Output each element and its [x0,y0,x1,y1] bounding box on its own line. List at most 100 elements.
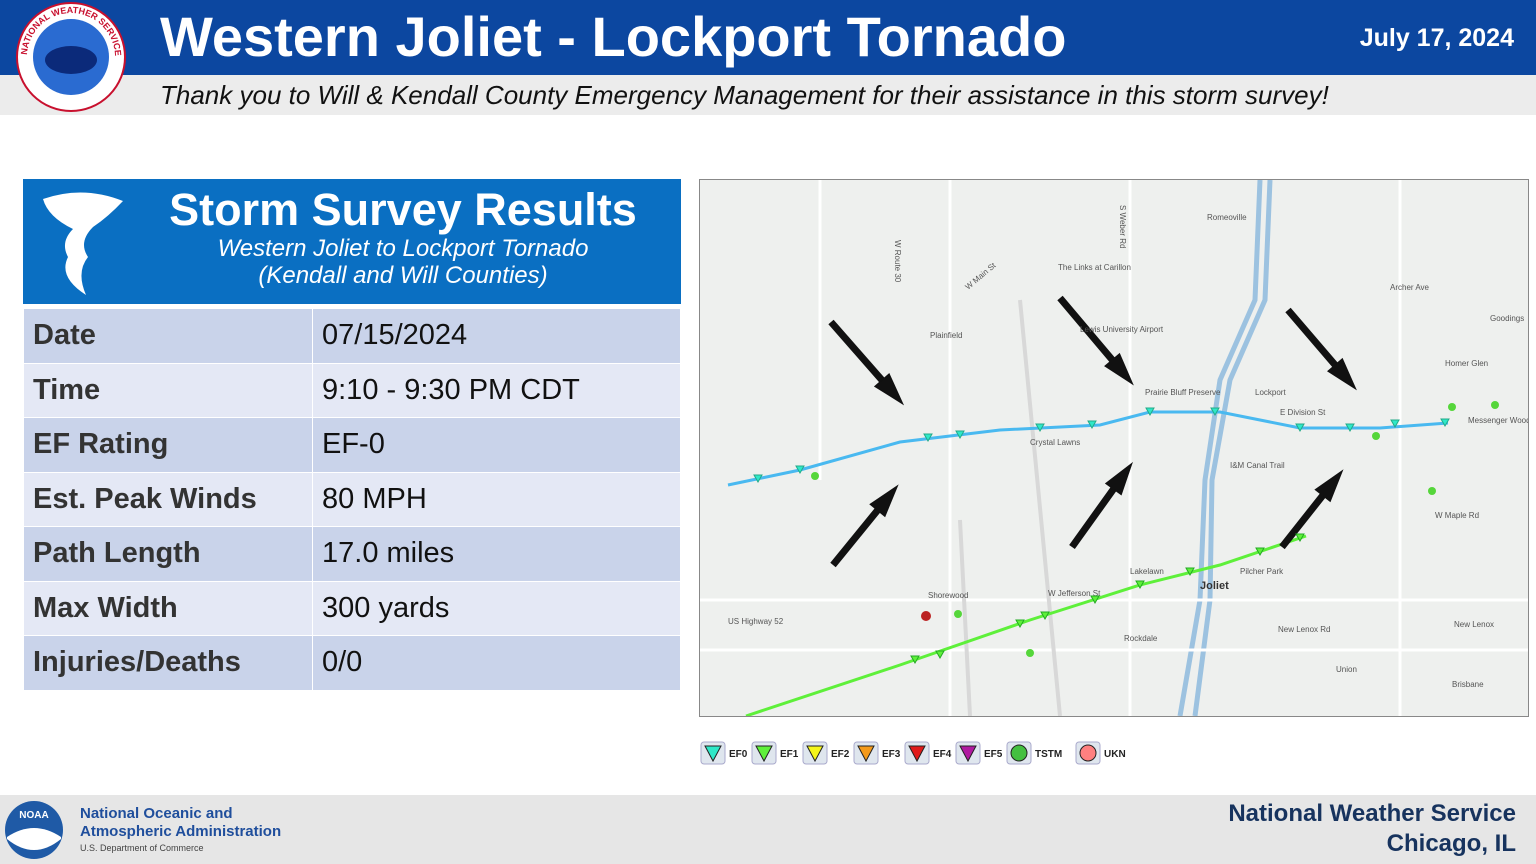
arrow-head [1314,469,1344,503]
row-label: Max Width [23,580,313,636]
legend-label: EF3 [882,749,901,760]
legend-icon [1079,744,1097,762]
row-value: 0/0 [312,635,681,691]
ukn-marker [921,611,931,621]
nws-logo: NATIONAL WEATHER SERVICE [16,2,126,112]
tstm-marker [1428,487,1436,495]
tornado-shape [43,192,123,295]
legend-icon [857,745,875,763]
row-label: Path Length [23,526,313,582]
map-label: Rockdale [1124,634,1158,643]
noaa-logo-text: NOAA [19,810,48,821]
map-label: W Maple Rd [1435,511,1479,520]
card-title: Storm Survey Results [169,184,637,235]
ef0-marker [923,433,933,443]
map-label: W Route 30 [893,240,902,283]
card-header: Storm Survey Results Western Joliet to L… [23,179,681,304]
map-label: US Highway 52 [728,617,784,626]
nws-office: Chicago, IL [1386,830,1516,857]
map-label: W Jefferson St [1048,589,1101,598]
map-label: Romeoville [1207,213,1247,222]
map-label: Goodings [1490,314,1524,323]
row-value: 07/15/2024 [312,308,681,364]
table-row: Path Length 17.0 miles [23,526,681,582]
ef0-marker [955,430,965,440]
row-value: 17.0 miles [312,526,681,582]
map: Romeoville The Links at Carillon Plainfiel… [699,179,1529,717]
row-label: EF Rating [23,417,313,473]
map-label: Crystal Lawns [1030,438,1080,447]
row-value: EF-0 [312,417,681,473]
ef0-marker [1295,423,1305,433]
legend-label: EF4 [933,749,952,760]
legend: EF0 EF1 EF2 EF3 EF4 EF5 TSTM UKN [700,741,1126,765]
card-subtitle: Western Joliet to Lockport Tornado [217,235,589,262]
ef1-track [745,534,1307,716]
arrow-head [1327,357,1357,391]
tstm-marker [1448,403,1456,411]
ef0-marker [1210,407,1220,417]
ef0-track [727,410,1449,487]
arrow-head [1104,461,1133,496]
ef0-marker [795,465,805,475]
ef0-marker [1440,418,1450,428]
legend-label: TSTM [1035,749,1062,760]
legend-icon [908,745,926,763]
ef0-marker [1345,423,1355,433]
row-label: Time [23,362,313,418]
tstm-marker [1491,401,1499,409]
map-label: The Links at Carillon [1058,263,1131,272]
map-label: Homer Glen [1445,359,1488,368]
arrow-head [873,372,905,406]
tstm-marker [954,610,962,618]
subtitle: Thank you to Will & Kendall County Emerg… [160,80,1329,110]
table-row: Injuries/Deaths 0/0 [23,635,681,691]
nws-name: National Weather Service [1228,800,1516,827]
roads [700,180,1528,716]
ef1-marker [935,650,945,660]
arrows [828,295,1357,568]
legend-icon [806,745,824,763]
noaa-gull [7,828,61,850]
legend-icon [704,745,722,763]
map-label: New Lenox [1454,620,1494,629]
legend-icon [959,745,977,763]
row-value: 9:10 - 9:30 PM CDT [312,362,681,418]
date: July 17, 2024 [1359,24,1514,52]
river [1177,180,1273,716]
card-subtitle: (Kendall and Will Counties) [258,262,548,289]
noaa-dept: U.S. Department of Commerce [80,843,204,853]
map-bg [700,180,1528,716]
arrow-head [1104,352,1134,386]
row-value: 300 yards [312,580,681,636]
ef0-marker [1035,423,1045,433]
row-label: Date [23,308,313,364]
noaa-name: Atmospheric Administration [80,823,282,840]
arrow-head [869,484,899,518]
tornado-icon [43,192,123,295]
noaa-name: National Oceanic and [80,805,233,822]
tstm-marker [1026,649,1034,657]
map-label: E Division St [1280,408,1326,417]
map-label: Lockport [1255,388,1286,397]
ef1-marker [1295,533,1305,543]
legend-label: UKN [1104,749,1126,760]
tstm-marker [811,472,819,480]
map-label: Pilcher Park [1240,567,1284,576]
ef1-marker [1015,619,1025,629]
map-label: Brisbane [1452,680,1484,689]
table-row: Max Width 300 yards [23,580,681,636]
ef1-marker [1040,611,1050,621]
legend-label: EF1 [780,749,799,760]
ef1-marker [1135,580,1145,590]
row-label: Injuries/Deaths [23,635,313,691]
table-row: Est. Peak Winds 80 MPH [23,471,681,527]
map-label: Plainfield [930,331,962,340]
ef1-marker [910,655,920,665]
header-band [0,0,1536,75]
highway [958,299,1062,716]
table-row: Date 07/15/2024 [23,308,681,364]
ef0-marker [1087,420,1097,430]
